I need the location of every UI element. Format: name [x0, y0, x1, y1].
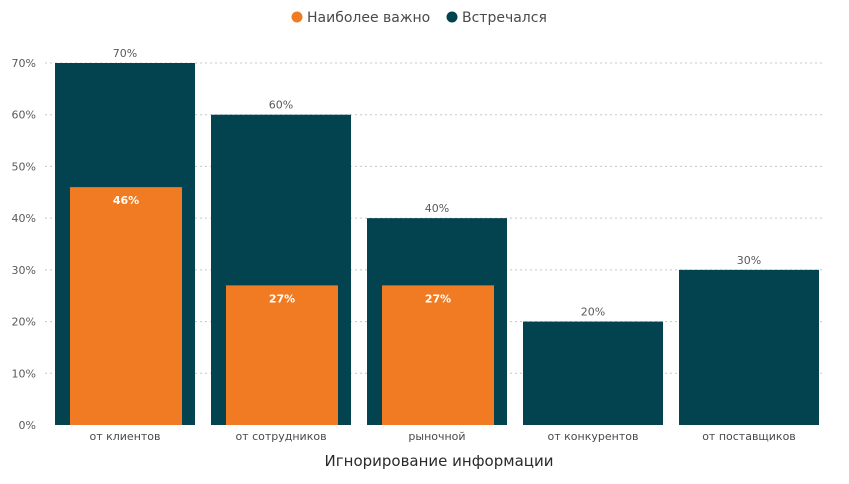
x-axis: от клиентов от сотрудников рыночной от конк…: [89, 430, 795, 443]
legend-label-encountered: Встречался: [462, 10, 547, 26]
data-label-most-important: 27%: [269, 292, 295, 305]
x-tick-label: от поставщиков: [702, 430, 796, 443]
bar-encountered: [679, 269, 819, 425]
x-tick-label: от конкурентов: [548, 430, 639, 443]
legend-label-most-important: Наиболее важно: [307, 10, 430, 26]
y-tick-label: 20%: [12, 316, 36, 329]
y-axis: 0% 10% 20% 30% 40% 50% 60% 70%: [12, 57, 36, 432]
data-label-encountered: 70%: [113, 47, 137, 60]
bars: 70% 46% 60% 27% 40% 27% 20% 30%: [55, 47, 819, 425]
data-label-most-important: 27%: [425, 292, 451, 305]
data-label-most-important: 46%: [113, 194, 139, 207]
y-tick-label: 0%: [19, 419, 36, 432]
data-label-encountered: 60%: [269, 99, 293, 112]
x-axis-title: Игнорирование информации: [325, 452, 554, 470]
legend-marker-encountered: [446, 11, 458, 23]
y-tick-label: 60%: [12, 109, 36, 122]
x-tick-label: от клиентов: [89, 430, 160, 443]
legend-marker-most-important: [291, 11, 303, 23]
data-label-encountered: 40%: [425, 202, 449, 215]
data-label-encountered: 30%: [737, 254, 761, 267]
bar-most-important: [226, 285, 338, 425]
x-tick-label: рыночной: [408, 430, 465, 443]
y-tick-label: 50%: [12, 160, 36, 173]
bar-most-important: [70, 187, 182, 425]
x-tick-label: от сотрудников: [235, 430, 326, 443]
legend: Наиболее важно Встречался: [291, 10, 547, 26]
bar-most-important: [382, 285, 494, 425]
bar-encountered: [523, 321, 663, 425]
y-tick-label: 40%: [12, 212, 36, 225]
y-tick-label: 30%: [12, 264, 36, 277]
data-label-encountered: 20%: [581, 306, 605, 319]
y-tick-label: 70%: [12, 57, 36, 70]
y-tick-label: 10%: [12, 367, 36, 380]
